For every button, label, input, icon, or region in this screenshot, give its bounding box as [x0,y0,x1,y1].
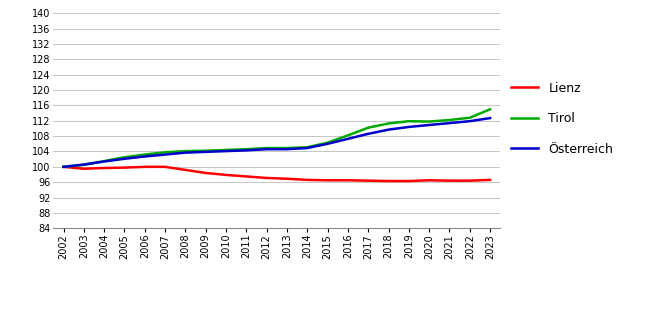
Lienz [303,178,311,182]
Tirol [201,149,209,152]
Tirol [405,119,413,123]
Tirol [121,155,129,159]
Tirol [486,107,494,111]
Tirol [425,120,433,123]
Österreich [222,149,230,153]
Lienz [80,167,88,171]
Österreich [181,151,189,155]
Lienz [181,168,189,172]
Lienz [283,177,291,181]
Line: Österreich: Österreich [63,118,490,167]
Tirol [446,118,454,122]
Legend: Lienz, Tirol, Österreich: Lienz, Tirol, Österreich [511,82,614,156]
Tirol [141,153,149,157]
Tirol [222,148,230,152]
Österreich [263,147,271,151]
Lienz [59,165,67,169]
Österreich [446,121,454,125]
Tirol [181,149,189,153]
Tirol [323,141,331,145]
Tirol [344,133,352,137]
Österreich [80,163,88,166]
Tirol [384,122,392,126]
Österreich [384,128,392,132]
Lienz [364,179,372,183]
Tirol [80,163,88,167]
Lienz [446,179,454,183]
Lienz [201,171,209,175]
Österreich [59,165,67,169]
Lienz [100,166,108,170]
Österreich [121,157,129,161]
Österreich [283,147,291,151]
Lienz [242,175,250,178]
Lienz [161,165,169,169]
Lienz [141,165,149,169]
Österreich [161,153,169,157]
Österreich [201,150,209,154]
Österreich [405,125,413,129]
Lienz [425,178,433,182]
Line: Lienz: Lienz [63,167,490,181]
Tirol [303,146,311,149]
Österreich [364,132,372,136]
Österreich [100,159,108,163]
Österreich [242,148,250,152]
Lienz [384,179,392,183]
Tirol [59,165,67,169]
Österreich [323,142,331,146]
Tirol [283,146,291,150]
Line: Tirol: Tirol [63,109,490,167]
Tirol [466,116,474,120]
Tirol [364,126,372,130]
Tirol [100,159,108,163]
Österreich [425,123,433,127]
Lienz [344,178,352,182]
Österreich [486,116,494,120]
Österreich [466,119,474,123]
Lienz [466,179,474,183]
Lienz [486,178,494,182]
Lienz [405,179,413,183]
Österreich [344,137,352,141]
Österreich [303,146,311,150]
Lienz [121,166,129,170]
Tirol [242,147,250,151]
Lienz [263,176,271,180]
Lienz [323,178,331,182]
Lienz [222,173,230,177]
Österreich [141,155,149,158]
Tirol [161,150,169,154]
Tirol [263,146,271,150]
